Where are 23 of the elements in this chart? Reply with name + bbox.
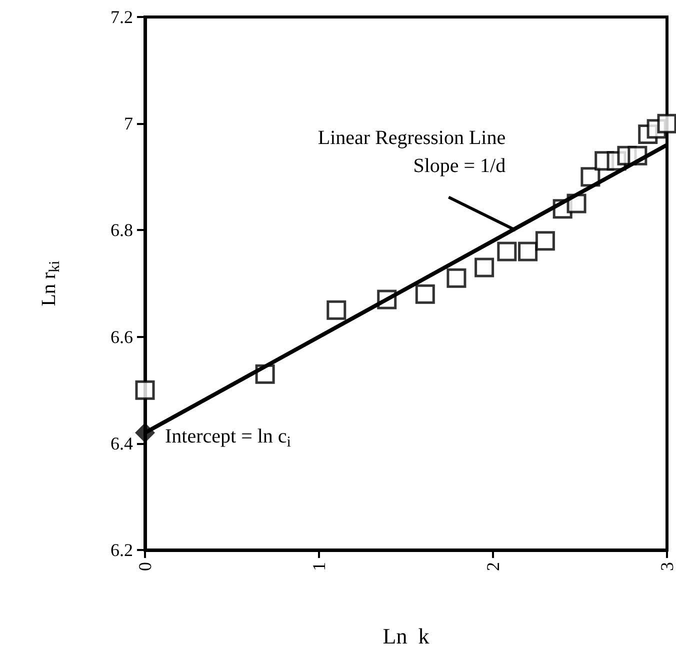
y-tick-label: 7 [124,114,133,134]
point [415,284,435,304]
point [535,231,555,251]
point [135,422,155,443]
point [518,242,538,262]
x-tick-label: 3 [657,562,676,571]
point [135,380,155,400]
x-tick-label: 0 [135,562,155,571]
point [474,258,494,278]
y-tick-label: 6.2 [110,540,133,560]
y-tick-label: 6.6 [110,326,133,347]
point [657,114,676,134]
y-axis-title: Ln rki [38,260,63,306]
x-tick-label: 2 [483,562,503,571]
y-tick-label: 7.2 [110,7,133,27]
annotation: Linear Regression Line Slope = 1/d [318,127,506,178]
x-axis-title: Ln k [382,624,430,648]
x-tick-label: 1 [309,562,329,571]
y-tick-label: 6.8 [110,220,133,240]
point [497,242,517,262]
y-tick-label: 6.4 [110,433,133,454]
point [446,268,466,288]
point [326,300,346,320]
